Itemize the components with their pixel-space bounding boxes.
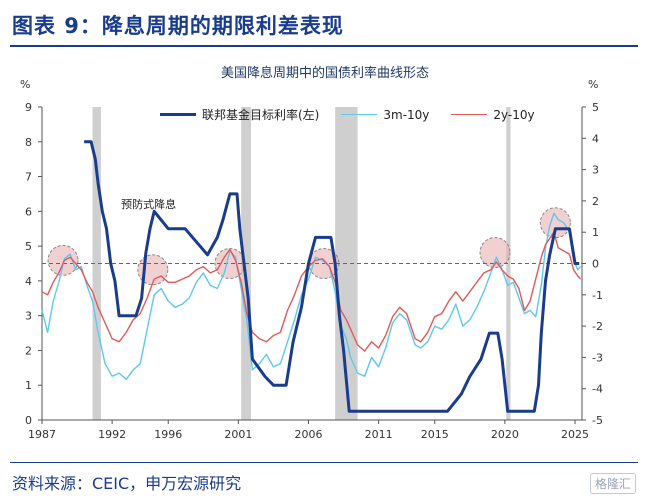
right-axis-unit: % [588, 78, 599, 91]
left-tick-label-9: 9 [25, 101, 32, 114]
series-line-3m10y [41, 212, 582, 380]
chart-legend: 联邦基金目标利率(左) 3m-10y 2y-10y [160, 106, 535, 123]
right-tick-label-9: 4 [592, 132, 599, 145]
right-tick-label-0: -5 [592, 414, 603, 427]
legend-item-2y10y: 2y-10y [451, 106, 535, 123]
x-tick-label-8: 2025 [561, 428, 589, 441]
annotation-preventive-cut: 预防式降息 [121, 197, 176, 211]
series-line-2y10y [41, 231, 582, 352]
right-tick-label-10: 5 [592, 101, 599, 114]
x-tick-label-5: 2011 [365, 428, 393, 441]
x-tick-label-2: 1996 [154, 428, 182, 441]
recession-band-0 [92, 107, 101, 420]
left-tick-label-1: 1 [25, 379, 32, 392]
left-tick-label-4: 4 [25, 275, 32, 288]
right-tick-label-2: -3 [592, 351, 603, 364]
highlight-circle-5 [539, 207, 571, 239]
left-tick-label-7: 7 [25, 171, 32, 184]
figure-title: 图表 9：降息周期的期限利差表现 [12, 14, 344, 38]
chart-title: 美国降息周期中的国债利率曲线形态 [220, 66, 429, 81]
right-tick-label-3: -2 [592, 320, 603, 333]
x-tick-label-4: 2006 [294, 428, 322, 441]
legend-label-3m10y: 3m-10y [383, 107, 430, 122]
left-tick-label-0: 0 [25, 414, 32, 427]
title-rule [10, 45, 638, 47]
x-tick-label-0: 1987 [28, 428, 56, 441]
left-tick-label-3: 3 [25, 310, 32, 323]
right-tick-label-5: 0 [592, 258, 599, 271]
highlight-circle-0 [47, 244, 79, 276]
right-tick-label-7: 2 [592, 195, 599, 208]
highlight-circle-4 [479, 237, 511, 269]
legend-swatch-2y10y [451, 114, 488, 115]
recession-band-3 [506, 107, 511, 420]
left-tick-label-2: 2 [25, 344, 32, 357]
right-tick-label-4: -1 [592, 289, 603, 302]
legend-swatch-ffr [160, 113, 196, 116]
legend-label-ffr: 联邦基金目标利率(左) [202, 108, 320, 122]
source-note: 资料来源：CEIC，申万宏源研究 [12, 474, 242, 493]
left-axis-unit: % [20, 78, 31, 91]
source-rule [10, 462, 638, 463]
x-tick-label-7: 2020 [491, 428, 519, 441]
x-tick-label-3: 2001 [224, 428, 252, 441]
x-tick-label-6: 2015 [421, 428, 449, 441]
legend-label-2y10y: 2y-10y [493, 107, 535, 122]
right-tick-label-6: 1 [592, 226, 599, 239]
right-tick-label-1: -4 [592, 383, 603, 396]
left-tick-label-6: 6 [25, 205, 32, 218]
x-tick-label-1: 1992 [98, 428, 126, 441]
series-line-ffr [84, 140, 580, 413]
legend-swatch-3m10y [341, 114, 378, 115]
legend-item-3m10y: 3m-10y [341, 106, 429, 123]
chart-canvas: 0 1 2 3 4 5 6 7 8 9 -5 -4 -3 -2 -1 0 1 2 3 4 5 1987 1992 1996 20… [25, 101, 603, 441]
watermark-logo: 格隆汇 [589, 473, 636, 494]
left-tick-label-8: 8 [25, 136, 32, 149]
legend-item-ffr: 联邦基金目标利率(左) [160, 106, 319, 123]
left-tick-label-5: 5 [25, 240, 32, 253]
right-tick-label-8: 3 [592, 164, 599, 177]
